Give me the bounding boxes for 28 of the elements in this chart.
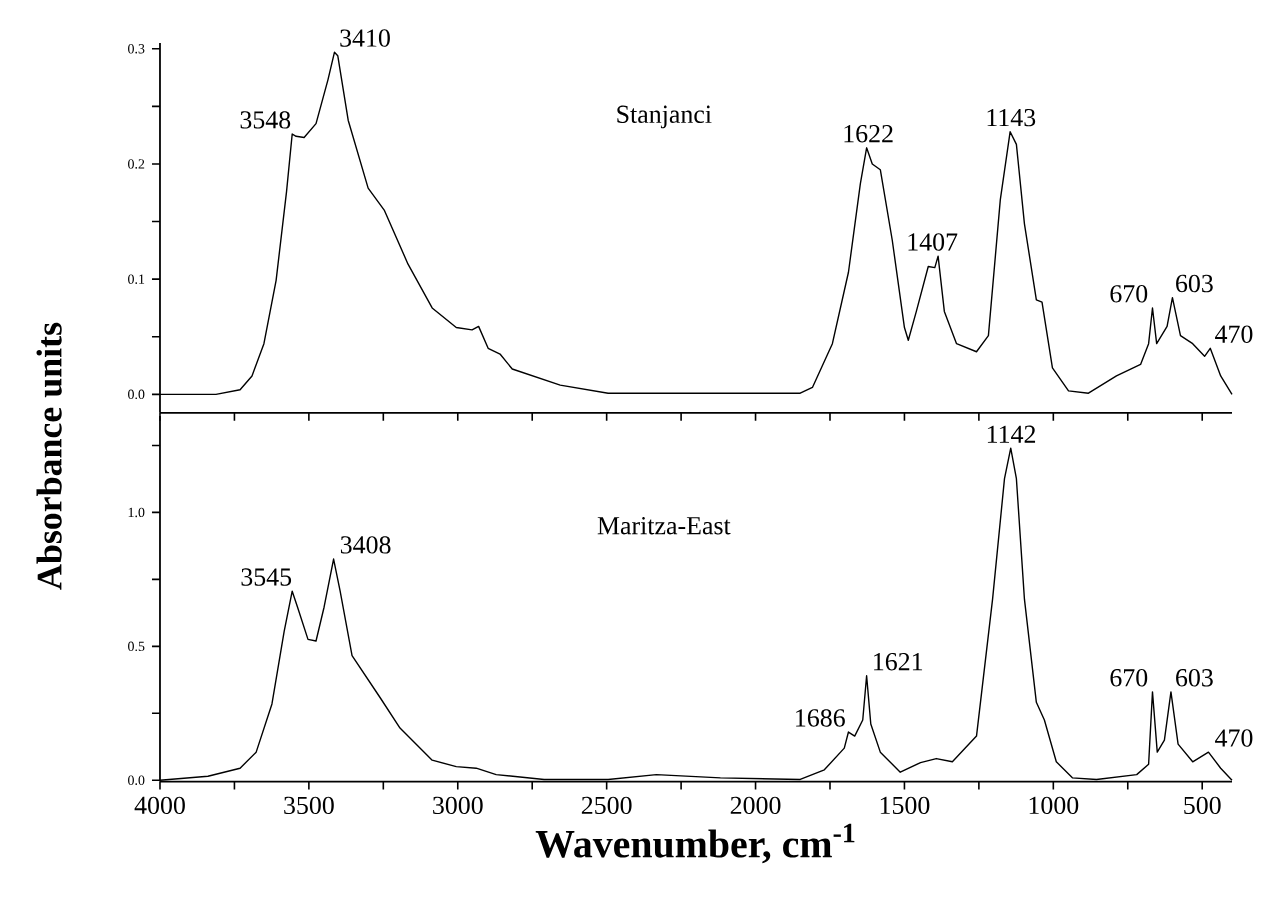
- annotation: 3545: [241, 568, 292, 586]
- annotation: 1622: [844, 125, 893, 143]
- x-tick-label: 2500: [581, 796, 632, 815]
- x-axis-title: Wavenumber, cm$^{-1}$: [535, 823, 855, 864]
- annotation: 1143: [987, 108, 1036, 127]
- annotation: 470: [1215, 325, 1253, 343]
- x-tick-label: 3500: [284, 796, 334, 815]
- x-tick-label: 500: [1184, 796, 1221, 815]
- text: Stanjanci: [617, 105, 712, 129]
- annotation: 470: [1215, 729, 1253, 747]
- annotation: 603: [1176, 274, 1213, 293]
- annotation: 670: [1110, 669, 1148, 687]
- x-tick-label: 1000: [1029, 796, 1079, 815]
- x-tick-label: 4000: [134, 796, 185, 815]
- text: Maritza-East: [597, 516, 731, 535]
- x-tick-label: 3000: [433, 796, 483, 815]
- annotation: 3410: [340, 29, 390, 47]
- annotation: 1142: [987, 425, 1036, 443]
- annotation: 1407: [908, 233, 958, 251]
- y-axis-title: Absorbance units: [36, 322, 62, 590]
- annotation: 1621: [874, 653, 923, 671]
- annotation: 603: [1176, 669, 1213, 687]
- annotation: 1686: [796, 709, 845, 727]
- x-tick-label: 1500: [880, 796, 930, 815]
- annotation: 3548: [240, 111, 291, 129]
- annotation: 670: [1110, 285, 1148, 303]
- x-tick-label: 2000: [730, 796, 781, 815]
- annotation: 3408: [340, 536, 391, 554]
